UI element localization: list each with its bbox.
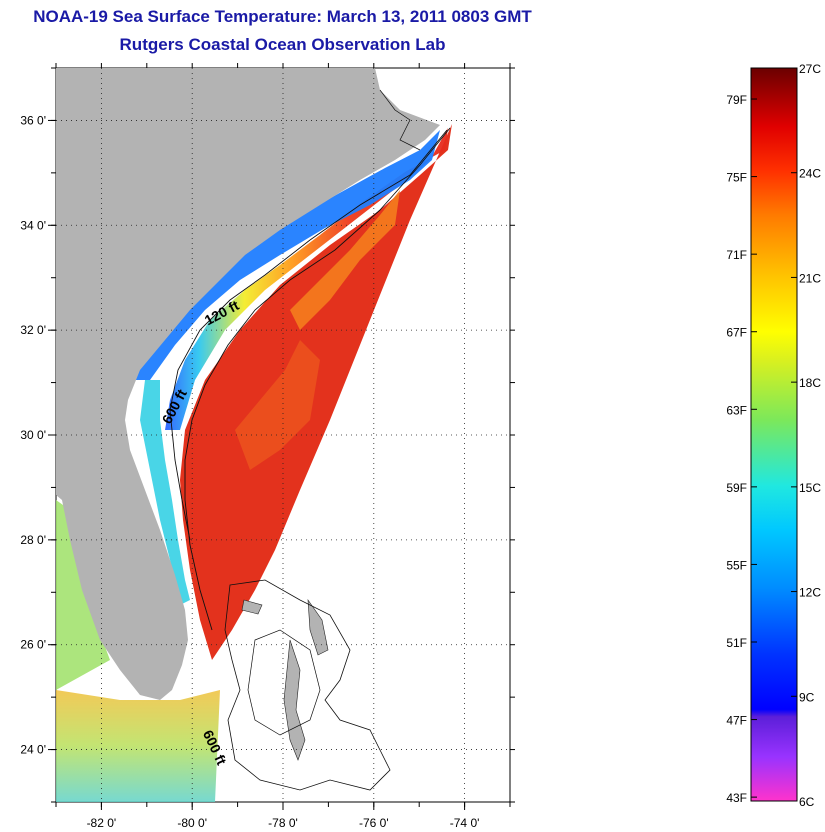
celsius-tick-label: 15C bbox=[799, 481, 821, 495]
celsius-tick-label: 18C bbox=[799, 376, 821, 390]
celsius-tick-label: 12C bbox=[799, 586, 821, 600]
colorbar-celsius-ticks: 6C 9C 12C 15C 18C 21C 24C 27C bbox=[791, 62, 821, 809]
map-subtitle: Rutgers Coastal Ocean Observation Lab bbox=[119, 35, 446, 54]
fahrenheit-tick-label: 71F bbox=[726, 248, 747, 262]
celsius-tick-label: 27C bbox=[799, 62, 821, 76]
contour-bahamas-inner bbox=[247, 629, 321, 736]
land-bahamas bbox=[241, 599, 263, 615]
celsius-tick-label: 9C bbox=[799, 690, 815, 704]
lon-tick-label: -74 0' bbox=[450, 816, 480, 830]
lon-tick-label: -76 0' bbox=[359, 816, 389, 830]
celsius-tick-label: 6C bbox=[799, 795, 815, 809]
south-shelf-water bbox=[56, 690, 220, 802]
contour-bahamas bbox=[224, 579, 391, 791]
map-ticks: -82 0' -80 0' -78 0' -76 0' -74 0' 24 0' 26 0'… bbox=[20, 63, 515, 830]
contour-north-coast bbox=[379, 89, 421, 151]
contour-120ft bbox=[169, 129, 448, 541]
colorbar-fahrenheit-ticks: 43F 47F 51F 55F 59F 63F 67F 71F 75F 79F bbox=[726, 93, 757, 805]
fahrenheit-tick-label: 75F bbox=[726, 171, 747, 185]
map-title: NOAA-19 Sea Surface Temperature: March 1… bbox=[33, 7, 532, 26]
fahrenheit-tick-label: 43F bbox=[726, 791, 747, 805]
lat-tick-label: 30 0' bbox=[20, 428, 46, 442]
lon-tick-label: -80 0' bbox=[177, 816, 207, 830]
fahrenheit-tick-label: 55F bbox=[726, 558, 747, 572]
fahrenheit-tick-label: 59F bbox=[726, 481, 747, 495]
fahrenheit-tick-label: 47F bbox=[726, 714, 747, 728]
lat-tick-label: 28 0' bbox=[20, 533, 46, 547]
colorbar-gradient bbox=[750, 67, 798, 802]
fahrenheit-tick-label: 79F bbox=[726, 93, 747, 107]
celsius-tick-label: 21C bbox=[799, 271, 821, 285]
lat-tick-label: 34 0' bbox=[20, 218, 46, 232]
nearshore-cyan bbox=[140, 380, 190, 605]
warm-eddy bbox=[290, 190, 400, 330]
lat-tick-label: 32 0' bbox=[20, 323, 46, 337]
fahrenheit-tick-label: 67F bbox=[726, 326, 747, 340]
gulf-shelf-water bbox=[56, 500, 110, 690]
celsius-tick-label: 24C bbox=[799, 167, 821, 181]
graticule bbox=[56, 68, 510, 802]
lat-tick-label: 24 0' bbox=[20, 743, 46, 757]
fahrenheit-tick-label: 63F bbox=[726, 403, 747, 417]
contour-600ft bbox=[184, 127, 451, 631]
shelf-water-cold bbox=[130, 130, 440, 380]
fahrenheit-tick-label: 51F bbox=[726, 636, 747, 650]
lat-tick-label: 26 0' bbox=[20, 638, 46, 652]
land-mainland bbox=[56, 68, 440, 700]
lon-tick-label: -82 0' bbox=[87, 816, 117, 830]
sst-swath bbox=[180, 124, 452, 660]
lon-tick-label: -78 0' bbox=[268, 816, 298, 830]
land-bahamas bbox=[307, 598, 329, 656]
warm-eddy bbox=[235, 340, 320, 470]
lat-tick-label: 36 0' bbox=[20, 113, 46, 127]
